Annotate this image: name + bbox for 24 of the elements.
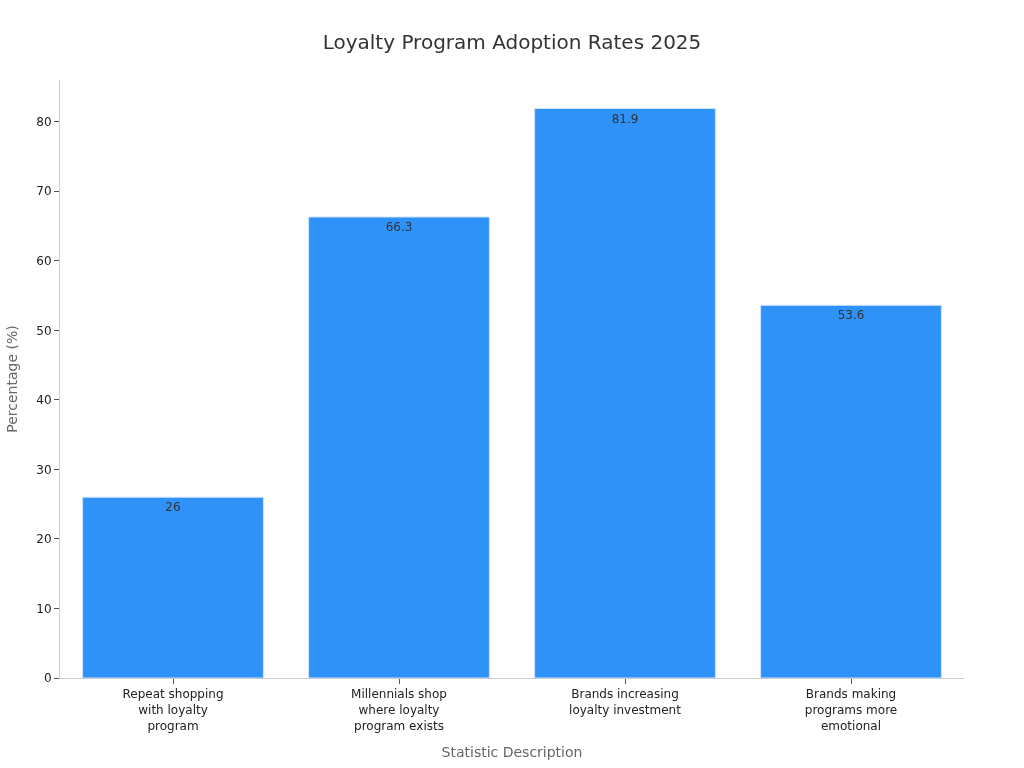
x-tick-label: Repeat shopping with loyalty program (122, 687, 224, 733)
bar (534, 108, 716, 678)
bar (308, 216, 490, 678)
x-tick-label: Brands increasing loyalty investment (569, 687, 682, 717)
y-tick-label: 60 (36, 253, 52, 268)
chart-title: Loyalty Program Adoption Rates 2025 (322, 29, 702, 54)
y-tick-label: 10 (36, 601, 52, 616)
y-tick-label: 50 (36, 323, 52, 338)
x-tick-label: Millennials shop where loyalty program exists (351, 687, 447, 733)
y-tick-label: 80 (36, 114, 52, 129)
y-axis-title: Percentage (%) (3, 325, 20, 433)
data-label: 81.9 (611, 111, 639, 126)
data-label: 66.3 (385, 219, 413, 234)
bar (760, 304, 942, 678)
y-tick-label: 20 (36, 532, 52, 547)
y-tick-label: 70 (36, 184, 52, 199)
x-axis-title: Statistic Description (441, 743, 583, 760)
x-tick-label: Brands making programs more emotional (804, 687, 898, 733)
data-label: 53.6 (837, 308, 865, 323)
data-label: 26 (165, 500, 181, 515)
bar (82, 496, 264, 678)
y-tick-label: 0 (43, 671, 52, 686)
y-tick-label: 40 (36, 393, 52, 408)
y-tick-label: 30 (36, 462, 52, 477)
